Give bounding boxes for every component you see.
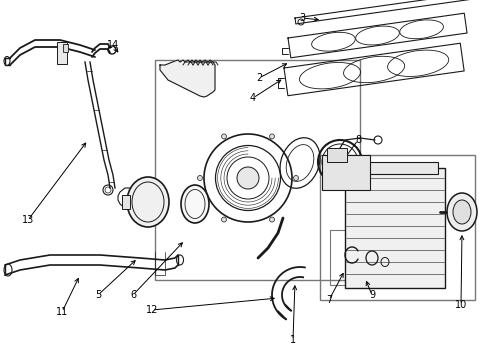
Text: 13: 13 — [22, 215, 34, 225]
Ellipse shape — [221, 217, 226, 222]
Text: 14: 14 — [107, 40, 119, 50]
Bar — [155, 60, 360, 280]
Polygon shape — [160, 60, 215, 97]
Text: 9: 9 — [369, 290, 375, 300]
Bar — [345, 168, 445, 288]
Ellipse shape — [294, 175, 298, 180]
Bar — [320, 155, 475, 300]
Text: 3: 3 — [299, 13, 305, 23]
Ellipse shape — [453, 200, 471, 224]
Bar — [122, 195, 130, 209]
Text: 1: 1 — [290, 335, 296, 345]
Ellipse shape — [127, 177, 169, 227]
Bar — [327, 148, 347, 162]
Bar — [350, 162, 438, 174]
Ellipse shape — [270, 134, 274, 139]
Ellipse shape — [237, 167, 259, 189]
Bar — [330, 230, 410, 285]
Text: 6: 6 — [130, 290, 136, 300]
Ellipse shape — [197, 175, 202, 180]
Text: 11: 11 — [56, 307, 68, 317]
Bar — [63, 44, 68, 52]
Ellipse shape — [270, 217, 274, 222]
Text: 4: 4 — [250, 93, 256, 103]
Ellipse shape — [221, 134, 226, 139]
Ellipse shape — [181, 185, 209, 223]
Text: 8: 8 — [355, 135, 361, 145]
Bar — [322, 155, 370, 190]
Bar — [57, 42, 67, 64]
Ellipse shape — [447, 193, 477, 231]
Text: 12: 12 — [146, 305, 158, 315]
Text: 7: 7 — [326, 295, 332, 305]
Text: 2: 2 — [256, 73, 262, 83]
Text: 5: 5 — [95, 290, 101, 300]
Text: 10: 10 — [455, 300, 467, 310]
